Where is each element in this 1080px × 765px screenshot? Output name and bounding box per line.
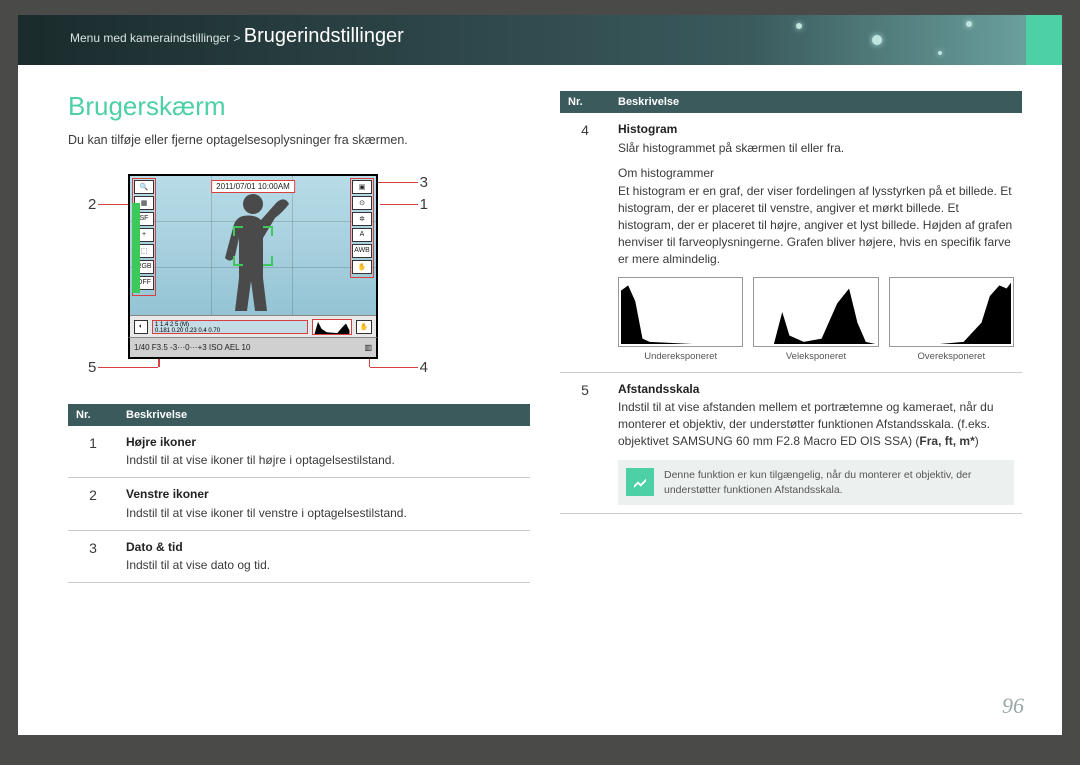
content-columns: Brugerskærm Du kan tilføje eller fjerne … <box>18 65 1062 583</box>
section-title: Brugerskærm <box>68 91 530 122</box>
level-bar <box>132 203 140 293</box>
note-icon <box>626 468 654 496</box>
right-column: Nr. Beskrivelse 4 Histogram Slår histogr… <box>560 91 1022 583</box>
table-row: 4 Histogram Slår histogrammet på skærmen… <box>560 113 1022 372</box>
table-row: 5 Afstandsskala Indstil til at vise afst… <box>560 372 1022 514</box>
note-text: Denne funktion er kun tilgængelig, når d… <box>664 468 1006 497</box>
right-table: Nr. Beskrivelse 4 Histogram Slår histogr… <box>560 91 1022 514</box>
camera-screen: 2011/07/01 10:00AM 🔍▦SF +⬚RGB OFF ▣⊙✲ AA… <box>128 174 378 359</box>
mid-info-bar: ◐ 1 1.4 2 5 (M)0.181 0.20 0.23 0.4 0.70 … <box>130 316 376 338</box>
th-desc: Beskrivelse <box>118 404 530 426</box>
datetime-label: 2011/07/01 10:00AM <box>211 180 295 193</box>
left-table: Nr. Beskrivelse 1 Højre ikonerIndstil ti… <box>68 404 530 584</box>
distance-scale: 1 1.4 2 5 (M)0.181 0.20 0.23 0.4 0.70 <box>152 320 308 334</box>
left-column: Brugerskærm Du kan tilføje eller fjerne … <box>68 91 530 583</box>
camera-diagram: 2 5 3 1 4 <box>88 164 428 384</box>
bottom-status-bar: 1/40 F3.5 -3···0···+3 ISO AEL 10 ▥ <box>128 337 378 359</box>
callout-4: 4 <box>420 359 428 376</box>
callout-5: 5 <box>88 359 96 376</box>
page-number: 96 <box>1002 693 1024 719</box>
callout-1: 1 <box>420 196 428 213</box>
breadcrumb: Menu med kameraindstillinger > Brugerind… <box>18 15 1062 48</box>
histogram-examples: Undereksponeret Veleksponeret Overekspon… <box>618 277 1014 363</box>
mini-histogram <box>312 319 352 335</box>
th-nr: Nr. <box>560 91 610 113</box>
table-row: 3 Dato & tidIndstil til at vise dato og … <box>68 530 530 583</box>
th-desc: Beskrivelse <box>610 91 1022 113</box>
intro-text: Du kan tilføje eller fjerne optagelsesop… <box>68 132 530 150</box>
header-band: Menu med kameraindstillinger > Brugerind… <box>18 15 1062 65</box>
header-tab <box>1026 15 1062 65</box>
note-box: Denne funktion er kun tilgængelig, når d… <box>618 460 1014 505</box>
callout-2: 2 <box>88 196 96 213</box>
th-nr: Nr. <box>68 404 118 426</box>
table-row: 2 Venstre ikonerIndstil til at vise ikon… <box>68 478 530 531</box>
page-container: Menu med kameraindstillinger > Brugerind… <box>18 15 1062 735</box>
breadcrumb-prefix: Menu med kameraindstillinger > <box>70 31 240 45</box>
callout-3: 3 <box>420 174 428 191</box>
table-row: 1 Højre ikonerIndstil til at vise ikoner… <box>68 426 530 478</box>
status-text: 1/40 F3.5 -3···0···+3 ISO AEL 10 <box>134 343 250 352</box>
breadcrumb-current: Brugerindstillinger <box>244 25 404 47</box>
